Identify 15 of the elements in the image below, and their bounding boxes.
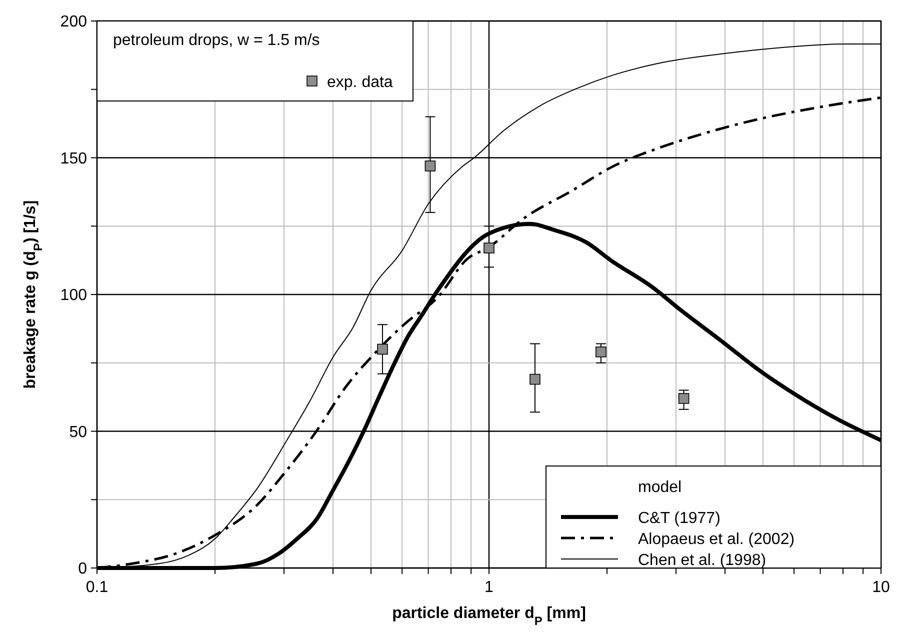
legend-label: C&T (1977) <box>638 510 720 527</box>
y-tick-label: 0 <box>78 560 88 578</box>
legend-label: Alopaeus et al. (2002) <box>638 531 795 548</box>
x-tick-label: 1 <box>484 579 494 596</box>
legend-label: exp. data <box>327 74 393 91</box>
y-tick-label: 50 <box>69 424 88 441</box>
x-tick-label: 10 <box>872 579 890 596</box>
annotation: petroleum drops, w = 1.5 m/s <box>113 32 320 49</box>
y-tick-label: 100 <box>60 287 88 304</box>
legend-title: model <box>638 479 682 496</box>
x-axis-title: particle diameter d$_{P}$ [mm] <box>392 605 586 628</box>
legend-label: Chen et al. (1998) <box>638 552 766 569</box>
y-tick-label: 200 <box>60 14 88 31</box>
y-tick-label: 150 <box>60 150 88 168</box>
x-tick-label: 0.1 <box>86 579 108 596</box>
